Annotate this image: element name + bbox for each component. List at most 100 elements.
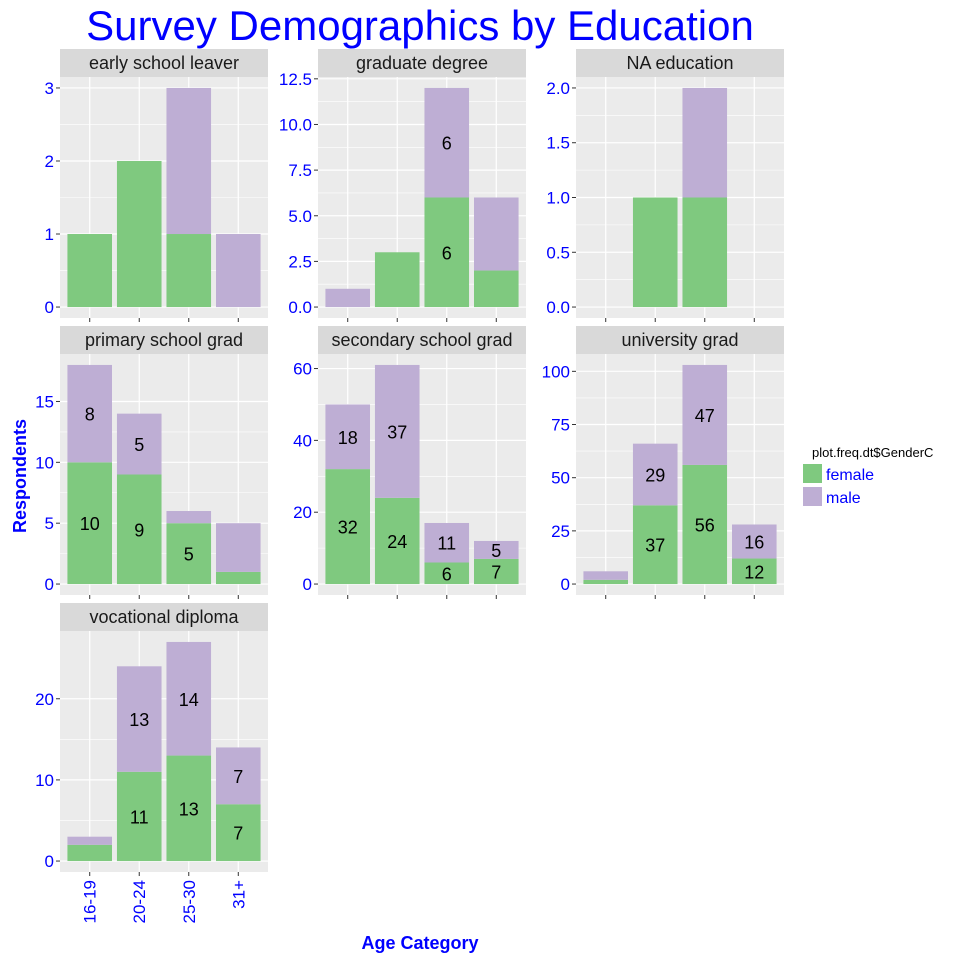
- facet-strip: [60, 603, 268, 631]
- bar-female-25-30: [424, 562, 470, 585]
- bar-female-20-24: [632, 197, 678, 308]
- bar-male-31+: [474, 540, 519, 559]
- y-tick-label: 0: [45, 298, 54, 317]
- bar-value-label: 11: [437, 534, 456, 554]
- bar-female-16-19: [325, 469, 370, 585]
- y-tick-label: 20: [293, 503, 312, 522]
- facet-na-education: NA education 0.0 0.5 1.0 1.5 2.0: [546, 49, 784, 322]
- bar-female-25-30: [682, 464, 728, 585]
- bar-male-31+: [474, 197, 519, 271]
- bar-male-20-24: [116, 413, 162, 475]
- bar-male-16-19: [325, 404, 370, 470]
- bar-male-31+: [732, 524, 777, 559]
- bar-female-31+: [474, 558, 519, 585]
- y-tick-label: 1.0: [546, 189, 570, 208]
- bar-male-25-30: [166, 511, 212, 524]
- bar-female-25-30: [166, 755, 212, 862]
- y-tick-label: 12.5: [279, 70, 312, 89]
- y-tick-label: 7.5: [288, 161, 312, 180]
- y-tick-label: 0.0: [288, 298, 312, 317]
- y-tick-label: 75: [551, 416, 570, 435]
- y-tick-label: 0: [303, 575, 312, 594]
- bar-male-25-30: [166, 87, 212, 235]
- y-tick-label: 1.5: [546, 134, 570, 153]
- bar-value-label: 56: [695, 515, 715, 535]
- legend: plot.freq.dt$GenderC female male: [803, 445, 933, 507]
- bar-female-31+: [216, 571, 261, 585]
- bar-value-label: 37: [645, 536, 665, 556]
- legend-swatch-male: [803, 487, 822, 506]
- bar-value-label: 6: [442, 564, 452, 584]
- bar-value-label: 7: [491, 562, 501, 582]
- facet-strip-label: university grad: [621, 330, 738, 350]
- bar-male-20-24: [116, 666, 162, 772]
- y-tick-label: 1: [45, 225, 54, 244]
- y-tick-label: 2.5: [288, 252, 312, 271]
- bar-male-25-30: [166, 641, 212, 756]
- bar-female-25-30: [682, 197, 728, 308]
- y-tick-label: 20: [35, 690, 54, 709]
- y-tick-label: 0: [45, 852, 54, 871]
- bar-male-25-30: [424, 522, 470, 563]
- legend-label-female: female: [826, 467, 874, 484]
- y-tick-label: 0: [561, 575, 570, 594]
- y-tick-label: 0: [45, 575, 54, 594]
- y-tick-label: 10.0: [279, 115, 312, 134]
- facet-university-grad: university grad 0 25 50 75 100 37 29 56 47 12 16: [542, 326, 784, 599]
- bar-male-31+: [216, 523, 261, 572]
- bar-value-label: 18: [338, 428, 358, 448]
- bar-value-label: 9: [134, 520, 144, 540]
- bar-male-25-30: [424, 87, 470, 198]
- bar-female-20-24: [116, 771, 162, 862]
- bar-value-label: 8: [85, 405, 95, 425]
- bar-female-16-19: [67, 462, 112, 585]
- bar-male-20-24: [632, 443, 678, 506]
- bar-female-20-24: [374, 252, 420, 308]
- bar-value-label: 24: [387, 532, 407, 552]
- bar-value-label: 6: [442, 243, 452, 263]
- y-tick-label: 0.5: [546, 243, 570, 262]
- facet-secondary-school-grad: secondary school grad 0 20 40 60 32 18 24 37 6 11 7…: [293, 326, 526, 599]
- bar-value-label: 32: [338, 518, 358, 538]
- bar-female-20-24: [632, 505, 678, 585]
- y-tick-label: 60: [293, 360, 312, 379]
- x-axis-label: Age Category: [361, 933, 478, 953]
- x-tick-label: 20-24: [130, 880, 149, 923]
- bar-female-16-19: [583, 579, 628, 585]
- chart-title: Survey Demographics by Education: [86, 2, 754, 49]
- bar-value-label: 37: [387, 422, 407, 442]
- y-tick-label: 2: [45, 152, 54, 171]
- facet-primary-school-grad: primary school grad 0 5 10 15 10 8 9 5 5: [35, 326, 268, 599]
- y-tick-label: 100: [542, 362, 570, 381]
- bar-value-label: 14: [179, 690, 199, 710]
- bar-female-20-24: [374, 497, 420, 585]
- bar-male-16-19: [583, 571, 628, 580]
- facet-strip: [60, 49, 268, 77]
- x-tick-label: 16-19: [81, 880, 100, 923]
- bar-female-31+: [474, 270, 519, 308]
- facet-strip: [318, 49, 526, 77]
- bar-female-31+: [732, 558, 777, 585]
- legend-swatch-female: [803, 464, 822, 483]
- bar-value-label: 7: [233, 824, 243, 844]
- bar-value-label: 6: [442, 134, 452, 154]
- bar-value-label: 10: [80, 514, 100, 534]
- facet-strip-label: vocational diploma: [89, 607, 239, 627]
- y-tick-label: 5.0: [288, 207, 312, 226]
- bar-male-16-19: [325, 288, 370, 308]
- bar-value-label: 12: [744, 562, 764, 582]
- legend-title: plot.freq.dt$GenderC: [812, 445, 933, 460]
- y-axis-label: Respondents: [10, 419, 30, 533]
- y-tick-label: 10: [35, 771, 54, 790]
- y-tick-label: 25: [551, 522, 570, 541]
- y-tick-label: 40: [293, 431, 312, 450]
- facet-strip: [576, 326, 784, 354]
- y-tick-label: 5: [45, 514, 54, 533]
- y-tick-label: 2.0: [546, 79, 570, 98]
- bar-female-25-30: [166, 234, 212, 308]
- y-tick-label: 0.0: [546, 298, 570, 317]
- bar-value-label: 47: [695, 406, 715, 426]
- facet-vocational-diploma: vocational diploma 0 10 20 11 13 13 14 7 7 16-19 20…: [35, 603, 268, 923]
